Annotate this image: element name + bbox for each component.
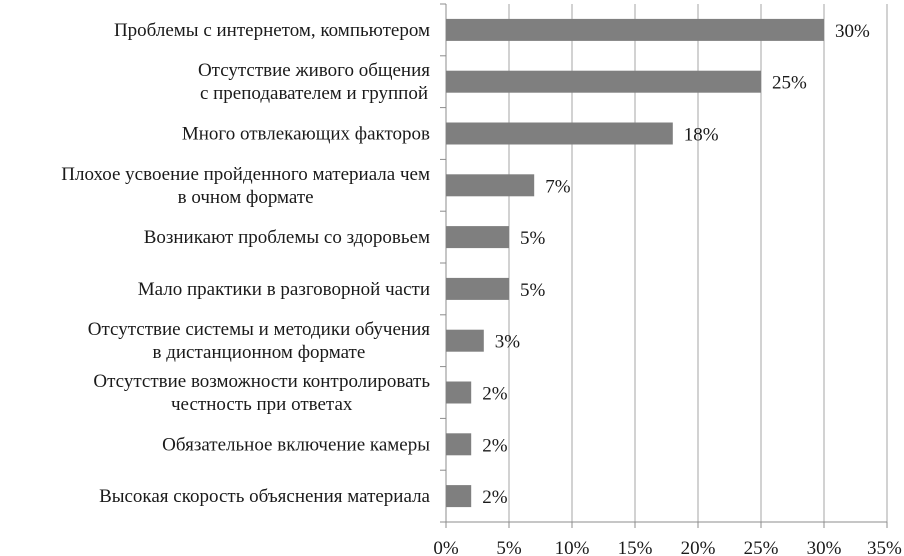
category-label-2-line-1: Отсутствие живого общения [198, 60, 430, 81]
bar-9 [446, 433, 472, 456]
data-label-2: 25% [772, 73, 807, 94]
bar-6 [446, 277, 509, 300]
data-label-1: 30% [835, 21, 870, 42]
category-label-8-line-1: Отсутствие возможности контролировать [93, 371, 430, 392]
bar-5 [446, 226, 509, 249]
bar-7 [446, 329, 484, 352]
data-label-4: 7% [545, 176, 571, 197]
data-label-8: 2% [482, 384, 508, 405]
category-label-3-line-1: Много отвлекающих факторов [182, 124, 430, 145]
x-tick-label-25: 25% [744, 538, 779, 556]
x-tick-label-0: 0% [433, 538, 459, 556]
category-label-6-line-1: Мало практики в разговорной части [138, 279, 430, 300]
category-label-8-line-2: честность при ответах [171, 394, 353, 415]
category-label-4-line-2: в очном формате [178, 187, 314, 208]
category-label-2-line-2: с преподавателем и группой [200, 83, 428, 104]
category-label-1-line-1: Проблемы с интернетом, компьютером [114, 20, 430, 41]
data-label-10: 2% [482, 487, 508, 508]
bar-10 [446, 485, 472, 508]
x-tick-label-15: 15% [618, 538, 653, 556]
data-label-7: 3% [495, 332, 521, 353]
category-label-5-line-1: Возникают проблемы со здоровьем [144, 227, 430, 248]
data-label-3: 18% [684, 125, 719, 146]
category-label-4-line-1: Плохое усвоение пройденного материала че… [61, 164, 430, 185]
data-label-5: 5% [520, 228, 546, 249]
bar-4 [446, 174, 535, 197]
bar-8 [446, 381, 472, 404]
x-tick-label-10: 10% [555, 538, 590, 556]
value-labels: 30% 25% 18% 7% 5% 5% 3% 2% 2% 2% [482, 21, 870, 508]
x-tick-label-30: 30% [807, 538, 842, 556]
bar-2 [446, 70, 761, 93]
x-tick-label-35: 35% [867, 538, 902, 556]
data-label-9: 2% [482, 435, 508, 456]
data-label-6: 5% [520, 280, 546, 301]
x-tick-label-20: 20% [681, 538, 716, 556]
category-labels: Проблемы с интернетом, компьютером Отсутс… [61, 20, 430, 507]
category-label-10-line-1: Высокая скорость объяснения материала [99, 486, 430, 507]
bars [446, 18, 824, 508]
category-label-7-line-2: в дистанционном формате [152, 342, 365, 363]
x-tick-label-5: 5% [496, 538, 522, 556]
bar-1 [446, 18, 824, 41]
x-tick-labels: 0% 5% 10% 15% 20% 25% 30% 35% [433, 538, 902, 556]
category-label-9-line-1: Обязательное включение камеры [162, 434, 430, 455]
bar-3 [446, 122, 673, 145]
category-label-7-line-1: Отсутствие системы и методики обучения [88, 319, 430, 340]
